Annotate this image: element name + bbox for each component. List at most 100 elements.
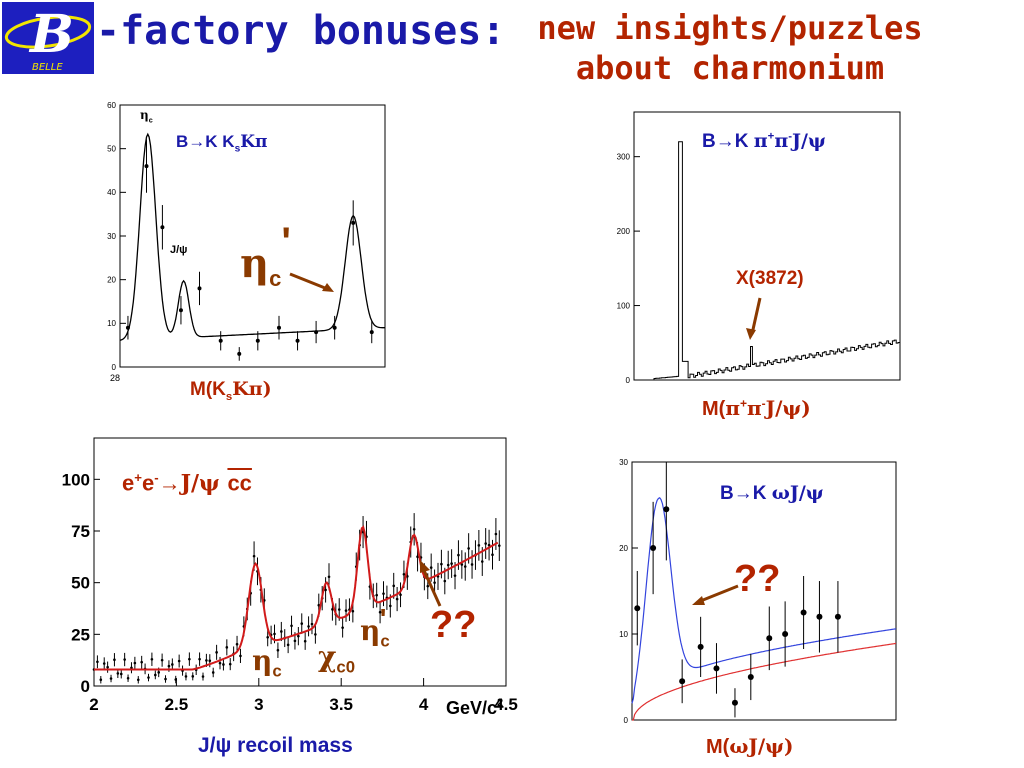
data-point [433, 581, 436, 584]
data-point [426, 584, 430, 588]
data-point [378, 610, 382, 614]
process-bkpipijpsi: B→K π+π-J/ψ [702, 130, 826, 153]
process-e1: e [122, 470, 135, 496]
data-point [276, 648, 280, 652]
subtitle-line-2: about charmonium [575, 49, 885, 87]
xtick-label: 4.5 [494, 695, 518, 714]
background-curve [632, 642, 897, 721]
xlabel-recoil: J/ψ recoil mass [198, 734, 353, 757]
label-etac: ηc [252, 644, 282, 682]
ytick-label: 20 [619, 544, 628, 553]
etac-symbol: η [140, 108, 149, 122]
xlabel-sup-plus: + [739, 396, 747, 411]
ytick-label: 75 [71, 522, 90, 541]
data-point [491, 553, 494, 557]
omega-symbol: ω [771, 482, 790, 504]
data-point [395, 597, 399, 601]
ytick-label: 200 [617, 227, 631, 236]
data-point [144, 164, 149, 169]
chart-bkomegajpsi-svg: 0 10 20 30 [619, 458, 897, 725]
data-point [310, 622, 314, 626]
xtick-start: 28 [110, 373, 120, 383]
data-point [713, 665, 720, 672]
xtick-label: 4 [419, 695, 429, 714]
data-point [286, 643, 290, 647]
xunit-text: GeV/c [446, 698, 497, 718]
page-title: -factory bonuses: [96, 8, 506, 54]
data-point [453, 574, 457, 577]
process-tail: Kπ [240, 132, 268, 152]
process-k: K [734, 131, 754, 152]
data-point [147, 676, 150, 679]
arrow-icon: → [733, 483, 753, 504]
label-puzzle-omega: ?? [734, 558, 781, 600]
data-point [126, 676, 130, 680]
data-point [123, 658, 126, 661]
arrow-etacprime-icon [289, 272, 334, 292]
data-point [205, 659, 208, 662]
data-point [297, 634, 300, 638]
etacprime-sub: c [269, 266, 282, 291]
arrow-icon: → [158, 470, 181, 496]
data-point [266, 635, 269, 639]
data-point [160, 225, 165, 230]
ytick-label: 40 [107, 188, 116, 197]
ytick-label: 50 [107, 144, 116, 153]
process-recoil: e+e-→J/ψ cc [122, 470, 252, 496]
plot-frame [631, 461, 897, 721]
data-point [188, 657, 191, 661]
page-subtitle: new insights/puzzles about charmonium [520, 8, 940, 88]
data-point [157, 671, 161, 674]
data-point [663, 506, 670, 513]
process-k: K K [205, 132, 235, 151]
data-point [382, 592, 385, 595]
data-point [255, 338, 260, 343]
xlabel-post: J/ψ) [748, 734, 794, 758]
data-point [679, 678, 686, 685]
process-b: B [702, 131, 716, 152]
data-point [337, 608, 341, 611]
data-point [800, 609, 807, 616]
etac-sub: c [148, 115, 153, 125]
sup-minus: - [154, 470, 159, 485]
data-point [130, 666, 133, 670]
data-point [477, 544, 481, 547]
process-bkskpi: B→K KsKπ [176, 132, 267, 154]
data-point [341, 626, 344, 629]
data-point [171, 663, 174, 666]
data-point [650, 545, 657, 551]
etac-sub: c [272, 661, 282, 681]
data-point [119, 672, 123, 676]
data-point [154, 673, 157, 677]
data-point [480, 560, 484, 563]
data-point [178, 308, 183, 313]
data-point [412, 527, 416, 531]
data-point [252, 554, 256, 558]
sup-plus: + [134, 470, 142, 485]
chart-recoil: 0 25 50 75 100 2 2.5 3 3.5 4 4.5 GeV/c2 [40, 434, 520, 724]
data-point [197, 286, 202, 291]
ytick-label: 300 [617, 152, 631, 161]
ytick-label: 100 [62, 470, 90, 489]
data-point [332, 325, 337, 330]
data-point [766, 635, 773, 642]
xlabel-bkpipijpsi: M(π+π-J/ψ) [702, 396, 811, 421]
data-point [164, 677, 167, 681]
chart-bkskpi-svg: 0 10 20 30 40 50 60 28 [107, 101, 386, 383]
ytick-label: 0 [626, 376, 631, 385]
data-point [470, 563, 474, 566]
data-point [116, 672, 120, 675]
data-point [351, 609, 355, 613]
data-point [177, 659, 181, 663]
logo-letter: B [28, 4, 74, 65]
data-point [174, 678, 178, 681]
data-point [463, 565, 467, 568]
xlabel-omega: ω [729, 734, 749, 758]
xtick-label: 2 [89, 695, 98, 714]
data-point [834, 613, 841, 620]
data-point [201, 675, 205, 678]
process-tail: J/ψ [789, 482, 824, 504]
data-point [99, 678, 103, 682]
plot-frame [93, 437, 507, 687]
arrow-icon: → [188, 132, 206, 151]
